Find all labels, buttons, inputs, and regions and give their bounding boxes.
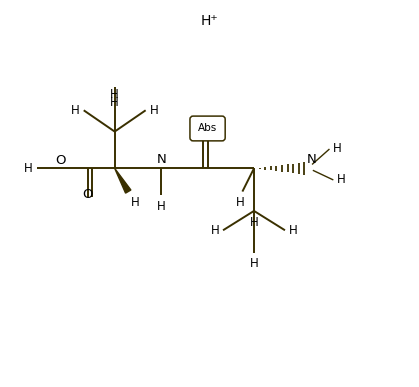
Text: H: H: [131, 196, 140, 209]
FancyBboxPatch shape: [190, 116, 225, 141]
Text: H: H: [250, 216, 259, 229]
Text: H: H: [110, 88, 119, 101]
Text: H: H: [71, 104, 80, 117]
Text: Abs: Abs: [198, 123, 217, 134]
Text: H: H: [289, 224, 297, 237]
Text: H: H: [150, 104, 158, 117]
Text: H⁺: H⁺: [201, 14, 218, 28]
Text: N: N: [306, 153, 316, 166]
Text: H: H: [110, 96, 119, 109]
Text: H: H: [334, 142, 342, 156]
Text: H: H: [250, 257, 259, 270]
Text: H: H: [210, 224, 219, 237]
Text: O: O: [83, 188, 93, 201]
Text: H: H: [236, 196, 245, 209]
Text: N: N: [156, 153, 166, 166]
Text: H: H: [24, 162, 33, 175]
Text: H: H: [157, 200, 166, 213]
Polygon shape: [115, 168, 131, 193]
Text: O: O: [55, 154, 66, 167]
Text: H: H: [337, 173, 346, 187]
